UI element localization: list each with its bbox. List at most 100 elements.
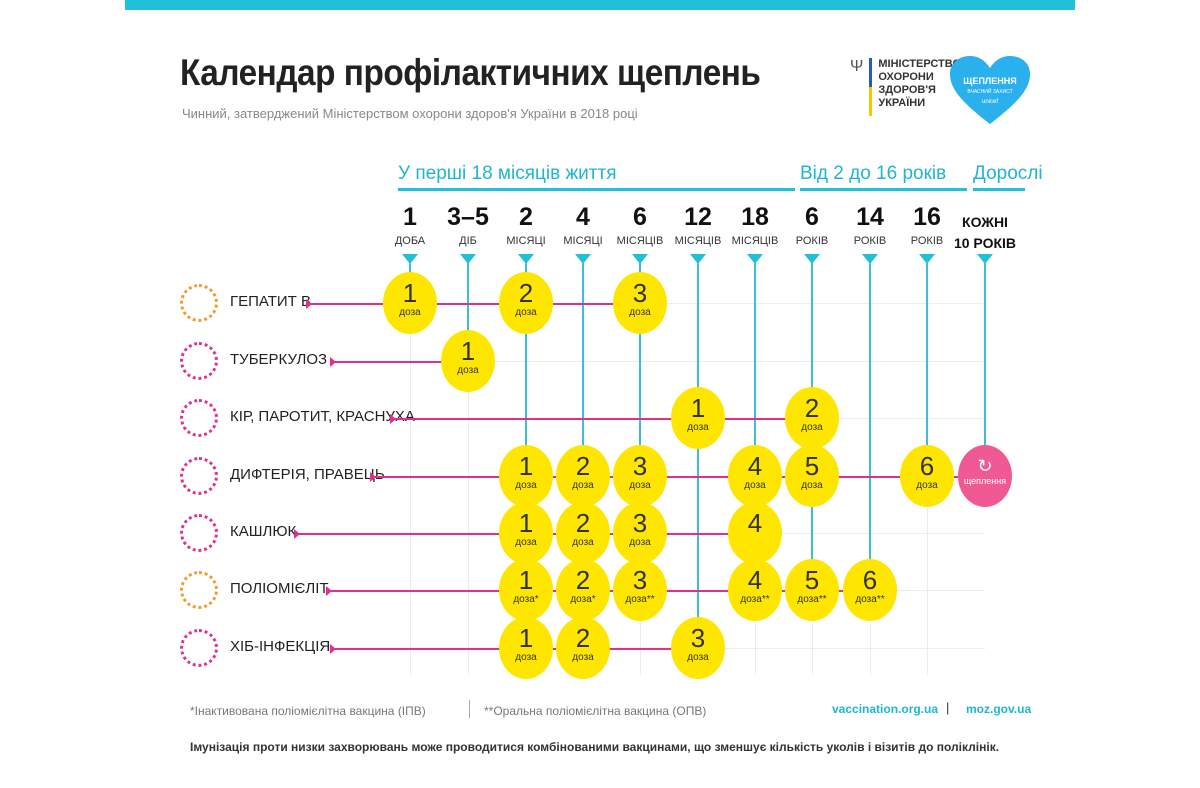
logo-line: МІНІСТЕРСТВО: [878, 58, 961, 70]
footnote-divider: [469, 700, 470, 718]
column-age-unit: ДІБ: [459, 235, 477, 247]
dose-label: доза: [629, 307, 651, 318]
bacteria-icon: [180, 457, 218, 495]
row-label: КАШЛЮК: [230, 523, 297, 540]
row-line: [394, 418, 812, 420]
dose-number: 2: [575, 508, 591, 538]
column-age-number: КОЖНІ: [962, 214, 1008, 230]
column-age-number: 6: [633, 203, 647, 231]
column-arrow-icon: [402, 254, 418, 264]
dose-badge: 2 доза*: [556, 559, 610, 621]
dose-badge: 6 доза: [900, 445, 954, 507]
adult-booster-badge: ↻ щеплення: [958, 445, 1012, 507]
row-line: [334, 361, 468, 363]
row-arrow-icon: [330, 644, 336, 654]
dose-label: доза: [687, 422, 709, 433]
column-arrow-icon: [977, 254, 993, 264]
logo-text: ЩЕПЛЕННЯ: [963, 76, 1017, 86]
row-label: ПОЛІОМІЄЛІТ: [230, 580, 329, 597]
dose-badge: 4: [728, 502, 782, 564]
unicef-heart-logo: ЩЕПЛЕННЯ ВЧАСНИЙ ЗАХИСТ unicef: [950, 56, 1030, 126]
column-age-unit: МІСЯЦІВ: [731, 235, 779, 247]
dose-badge: 1 доза: [499, 502, 553, 564]
footer-note: Імунізація проти низки захворювань може …: [190, 740, 1000, 754]
virus-icon: [180, 284, 218, 322]
dose-badge: 4 доза**: [728, 559, 782, 621]
column-age-unit: МІСЯЦІВ: [616, 235, 664, 247]
dose-label: доза: [801, 422, 823, 433]
row-label: ХІБ-ІНФЕКЦІЯ: [230, 638, 331, 655]
row-arrow-icon: [306, 299, 312, 309]
dose-number: 3: [632, 565, 648, 595]
column-line: [926, 262, 928, 476]
logo-divider: [869, 58, 873, 116]
virus-icon: [180, 571, 218, 609]
link-vaccination[interactable]: vaccination.org.ua: [832, 702, 939, 716]
column-line: [697, 262, 699, 648]
heart-icon: [950, 56, 1030, 124]
column-age-unit: МІСЯЦІВ: [674, 235, 722, 247]
column-arrow-icon: [518, 254, 534, 264]
dose-badge: 3 доза**: [613, 559, 667, 621]
dose-label: доза**: [855, 594, 885, 605]
dose-badge: 2 доза: [556, 617, 610, 679]
column-age-number: 18: [741, 203, 769, 231]
dose-number: 4: [747, 565, 763, 595]
bacteria-icon: [180, 342, 218, 380]
row-arrow-icon: [370, 472, 376, 482]
column-age-number: 4: [576, 203, 590, 231]
logo-text: ВЧАСНИЙ ЗАХИСТ: [967, 89, 1013, 95]
ministry-logo: Ψ МІНІСТЕРСТВО ОХОРОНИ ЗДОРОВ'Я УКРАЇНИ: [850, 58, 961, 116]
grid-line-horizontal: [400, 361, 985, 362]
column-line: [754, 262, 756, 590]
dose-number: 5: [804, 451, 820, 481]
row-label: ТУБЕРКУЛОЗ: [230, 351, 328, 368]
logo-line: УКРАЇНИ: [878, 97, 926, 109]
dose-number: 3: [632, 451, 648, 481]
footnote-ipv: *Інактивована поліомієлітна вакцина (ІПВ…: [190, 704, 426, 718]
dose-number: 4: [747, 508, 763, 538]
row-label: ДИФТЕРІЯ, ПРАВЕЦЬ: [230, 466, 385, 483]
row-arrow-icon: [390, 414, 396, 424]
dose-number: 1: [402, 278, 418, 308]
dose-label: доза*: [570, 594, 596, 605]
column-arrow-icon: [575, 254, 591, 264]
dose-number: 2: [575, 623, 591, 653]
dose-number: 2: [518, 278, 534, 308]
dose-label: доза: [801, 480, 823, 491]
dose-number: 1: [518, 565, 534, 595]
dose-label: доза: [916, 480, 938, 491]
dose-number: 6: [919, 451, 935, 481]
dose-label: щеплення: [963, 476, 1007, 486]
row-label: КІР, ПАРОТИТ, КРАСНУХА: [230, 408, 415, 425]
column-age-unit: 10 РОКІВ: [953, 235, 1017, 251]
dose-label: доза: [457, 365, 479, 376]
dose-number: 1: [518, 508, 534, 538]
link-separator: |: [946, 700, 950, 715]
dose-label: доза: [515, 652, 537, 663]
dose-label: доза: [572, 652, 594, 663]
dose-badge: 1 доза: [671, 387, 725, 449]
dose-badge: 3 доза: [613, 445, 667, 507]
dose-number: 2: [575, 451, 591, 481]
dose-number: 1: [518, 451, 534, 481]
virus-icon: [180, 399, 218, 437]
dose-label: доза**: [625, 594, 655, 605]
dose-label: доза: [515, 307, 537, 318]
link-moz[interactable]: moz.gov.ua: [966, 702, 1032, 716]
dose-badge: 3 доза: [671, 617, 725, 679]
dose-badge: 3 доза: [613, 502, 667, 564]
logo-text: unicef: [981, 99, 998, 105]
dose-label: доза: [515, 480, 537, 491]
dose-badge: 2 доза: [556, 445, 610, 507]
column-age-number: 12: [684, 203, 712, 231]
dose-label: доза**: [797, 594, 827, 605]
page-title: Календар профілактичних щеплень: [180, 52, 761, 93]
dose-label: доза: [687, 652, 709, 663]
dose-badge: 1 доза*: [499, 559, 553, 621]
column-line: [869, 262, 871, 590]
column-line: [984, 262, 986, 476]
column-arrow-icon: [632, 254, 648, 264]
dose-label: доза: [515, 537, 537, 548]
column-arrow-icon: [862, 254, 878, 264]
